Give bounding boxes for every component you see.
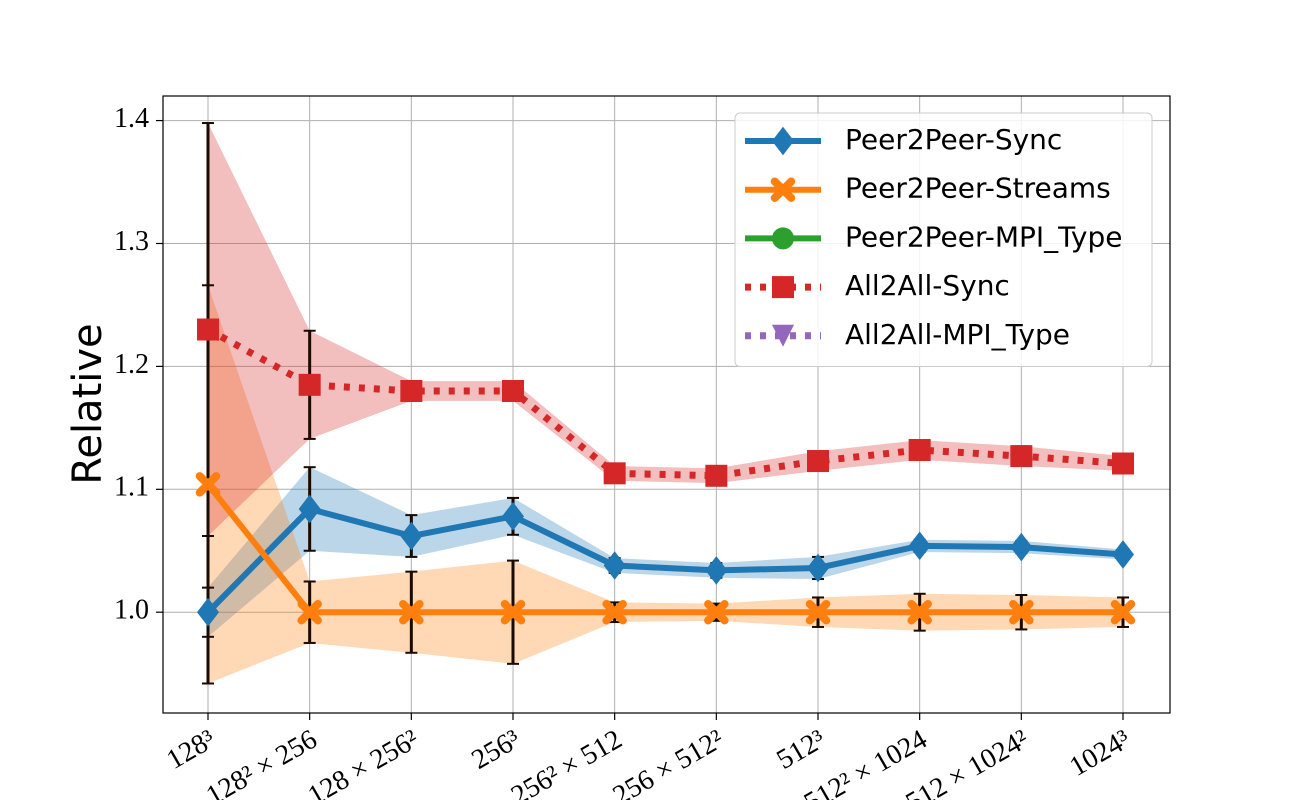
- marker: [772, 324, 794, 347]
- marker: [1112, 452, 1134, 475]
- marker: [502, 502, 524, 531]
- marker: [807, 553, 829, 583]
- marker: [195, 472, 221, 497]
- x-tick-label: 128³: [162, 724, 221, 776]
- y-tick-label: 1.4: [114, 103, 149, 134]
- marker: [502, 379, 524, 402]
- marker: [705, 464, 728, 487]
- marker: [1110, 599, 1136, 625]
- y-axis-label: Relative: [65, 323, 111, 484]
- marker: [298, 494, 321, 524]
- marker: [1112, 540, 1134, 569]
- marker: [1010, 445, 1033, 468]
- marker: [602, 599, 627, 625]
- marker: [770, 177, 796, 202]
- marker: [772, 227, 794, 250]
- legend: Peer2Peer-Sync Peer2Peer-Streams Peer2Peer…: [734, 112, 1153, 367]
- legend-label: Peer2Peer-Streams: [845, 172, 1111, 205]
- marker: [197, 597, 219, 627]
- y-tick-label: 1.2: [114, 349, 149, 380]
- y-tick-label: 1.3: [114, 226, 149, 257]
- marker: [197, 318, 219, 341]
- plot-area: [195, 122, 1136, 685]
- marker: [1009, 599, 1034, 625]
- marker: [772, 126, 794, 156]
- series-line: [205, 482, 1123, 616]
- x-tick-label: 256 × 512²: [608, 724, 729, 800]
- legend-box: [734, 112, 1153, 367]
- series-line: [205, 505, 1124, 615]
- legend-label: All2All-Sync: [845, 269, 1010, 302]
- legend-label: Peer2Peer-MPI_Type: [845, 220, 1122, 253]
- y-tick-label: 1.0: [114, 595, 149, 626]
- plot-frame: [162, 95, 1171, 714]
- y-tick-label: 1.1: [114, 472, 149, 503]
- marker: [807, 450, 829, 473]
- error-band: [208, 467, 1123, 637]
- marker: [400, 521, 423, 551]
- marker: [907, 599, 932, 625]
- legend-label: All2All-MPI_Type: [845, 318, 1070, 351]
- marker: [805, 599, 831, 625]
- series-line: [206, 326, 1124, 480]
- marker: [399, 599, 424, 625]
- error-band: [208, 285, 1123, 684]
- x-tick-label: 128 × 256²: [303, 724, 424, 800]
- marker: [772, 276, 794, 299]
- marker: [298, 373, 321, 396]
- marker: [705, 556, 728, 585]
- marker: [603, 551, 626, 580]
- marker: [704, 599, 729, 625]
- marker: [908, 438, 931, 461]
- marker: [500, 599, 526, 625]
- marker: [908, 531, 931, 561]
- marker: [297, 599, 322, 625]
- marker: [603, 462, 626, 485]
- marker: [1010, 532, 1033, 562]
- marker: [400, 379, 423, 402]
- legend-label: Peer2Peer-Sync: [845, 123, 1062, 156]
- x-tick-label: 256³: [467, 724, 526, 776]
- x-tick-label: 512³: [772, 724, 831, 776]
- x-tick-label: 1024³: [1064, 724, 1135, 783]
